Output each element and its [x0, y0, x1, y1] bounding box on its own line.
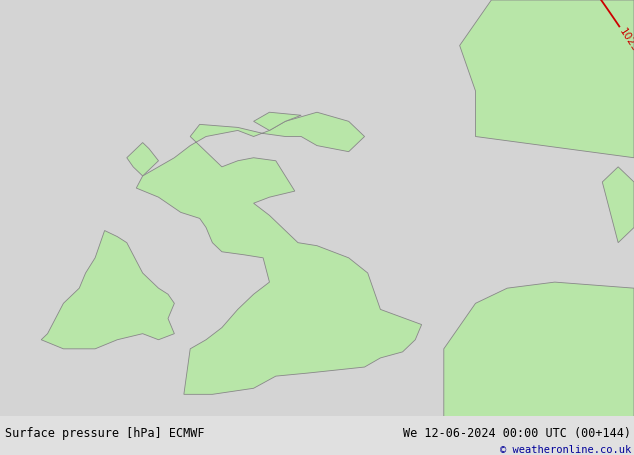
Bar: [0, 416, 634, 455]
Polygon shape: [602, 167, 634, 243]
Text: Surface pressure [hPa] ECMWF: Surface pressure [hPa] ECMWF: [5, 427, 204, 440]
Polygon shape: [41, 231, 174, 349]
Text: © weatheronline.co.uk: © weatheronline.co.uk: [500, 445, 631, 455]
Text: 1025: 1025: [618, 27, 634, 54]
Polygon shape: [136, 112, 422, 394]
Polygon shape: [254, 112, 301, 131]
Polygon shape: [127, 142, 158, 176]
Text: We 12-06-2024 00:00 UTC (00+144): We 12-06-2024 00:00 UTC (00+144): [403, 427, 631, 440]
Polygon shape: [460, 0, 634, 158]
Polygon shape: [444, 282, 634, 440]
